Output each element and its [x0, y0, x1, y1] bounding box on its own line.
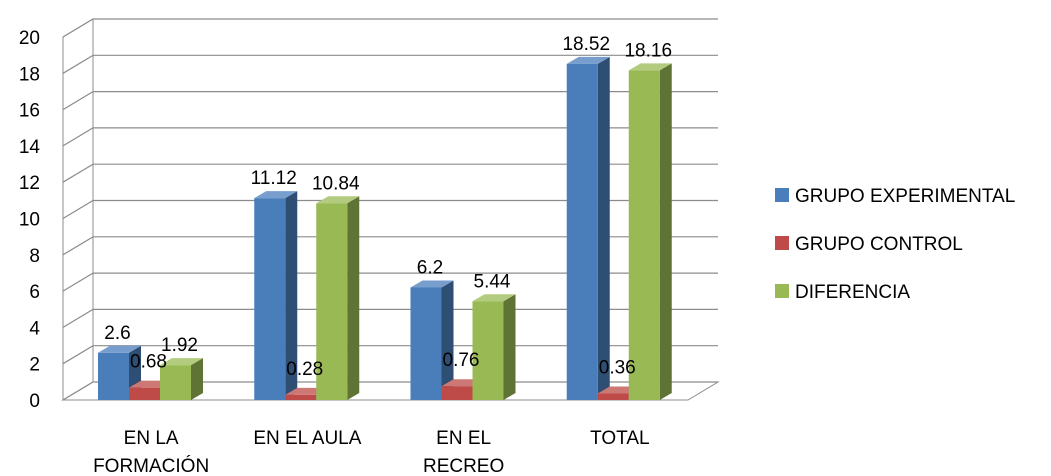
bar-top [316, 196, 360, 204]
bar [160, 358, 203, 400]
bar-front [597, 393, 629, 400]
data-label: 6.2 [417, 257, 443, 278]
gridline [62, 90, 718, 111]
bar-front [98, 352, 129, 400]
legend: GRUPO EXPERIMENTAL GRUPO CONTROL DIFERENCI… [775, 186, 1015, 303]
bar-front [129, 387, 160, 400]
bar-side [347, 196, 360, 400]
bar-front [316, 203, 348, 400]
x-tick-label: EN LA FORMACIÓN [93, 428, 209, 476]
bars [98, 56, 672, 401]
data-label: 2.6 [104, 323, 130, 344]
gridline [62, 308, 718, 328]
bar-front [160, 365, 191, 400]
legend-swatch [775, 236, 789, 250]
x-tick-label-line: EN LA [124, 428, 179, 449]
bar-side [597, 56, 610, 400]
bar [472, 294, 516, 400]
y-tick-label: 18 [19, 64, 40, 85]
gridline [62, 236, 718, 256]
data-label: 0.36 [599, 357, 636, 378]
y-tick-label: 10 [19, 210, 40, 231]
legend-label: GRUPO EXPERIMENTAL [795, 186, 1015, 207]
x-tick-label-line: FORMACIÓN [93, 455, 209, 476]
y-tick-label: 14 [19, 137, 41, 158]
x-tick-label-line: EN EL [436, 428, 491, 449]
legend-label: GRUPO CONTROL [795, 234, 963, 255]
gridline [62, 18, 718, 38]
data-label: 18.16 [624, 40, 672, 61]
bar [628, 63, 672, 401]
bar-top [98, 345, 141, 353]
gridline [62, 163, 718, 183]
data-label: 0.28 [286, 359, 323, 380]
gridline [62, 272, 718, 292]
y-axis: 0 2 4 6 8 10 12 14 16 18 20 [19, 28, 41, 412]
x-tick-label-line: RECREO [423, 456, 504, 476]
bar [410, 280, 454, 400]
bar-front [441, 386, 473, 400]
data-label: 0.68 [130, 352, 167, 373]
data-label: 5.44 [474, 271, 511, 292]
bar-front [628, 70, 660, 401]
y-tick-label: 20 [19, 28, 40, 49]
bar-top [410, 280, 454, 288]
gridline [62, 127, 718, 147]
bar-side [659, 63, 672, 401]
x-tick-label: TOTAL [590, 428, 649, 449]
bar-top [254, 191, 298, 199]
data-label: 0.76 [443, 350, 480, 371]
bar-top [472, 294, 516, 302]
data-label: 11.12 [251, 168, 297, 189]
bar [566, 56, 610, 400]
x-axis: EN LA FORMACIÓN EN EL AULA EN EL RECREO TOTAL [93, 428, 650, 476]
data-label: 1.92 [161, 335, 198, 356]
bar [254, 191, 298, 400]
y-tick-label: 2 [29, 355, 40, 376]
bar-front [472, 301, 504, 400]
bar-side [503, 294, 516, 400]
gridline [62, 199, 718, 220]
bar-front [410, 287, 442, 400]
bar-front [285, 394, 317, 400]
y-tick-label: 4 [29, 318, 40, 339]
gridline [62, 54, 718, 74]
legend-swatch [775, 284, 789, 298]
y-tick-label: 6 [29, 282, 40, 303]
data-labels: 2.60.681.92 11.12 0.28 10.84 6.2 0.76 5.44 18.5… [104, 34, 672, 380]
y-tick-label: 0 [29, 391, 40, 412]
bar-side [285, 191, 298, 400]
y-tick-label: 8 [29, 246, 40, 267]
gridlines [62, 18, 718, 401]
bar-side [441, 280, 454, 400]
x-tick-label: EN EL RECREO [423, 428, 504, 476]
bar-top [628, 63, 672, 71]
y-tick-label: 16 [19, 101, 40, 122]
data-label: 18.52 [562, 34, 610, 55]
bar-front [254, 198, 286, 400]
legend-swatch [775, 188, 789, 202]
legend-item-grupo-control: GRUPO CONTROL [775, 234, 963, 255]
x-tick-label: EN EL AULA [253, 428, 361, 449]
data-label: 10.84 [312, 173, 360, 194]
legend-item-diferencia: DIFERENCIA [775, 282, 910, 303]
legend-label: DIFERENCIA [795, 282, 910, 303]
bar-top [160, 358, 203, 366]
x-tick-label-line: EN EL AULA [253, 428, 361, 449]
bar [316, 196, 360, 400]
bar-top [566, 56, 610, 64]
bar-front [566, 63, 598, 400]
bar-side [191, 358, 203, 400]
legend-item-grupo-experimental: GRUPO EXPERIMENTAL [775, 186, 1015, 207]
y-tick-label: 12 [19, 173, 40, 194]
x-tick-label-line: TOTAL [590, 428, 649, 449]
